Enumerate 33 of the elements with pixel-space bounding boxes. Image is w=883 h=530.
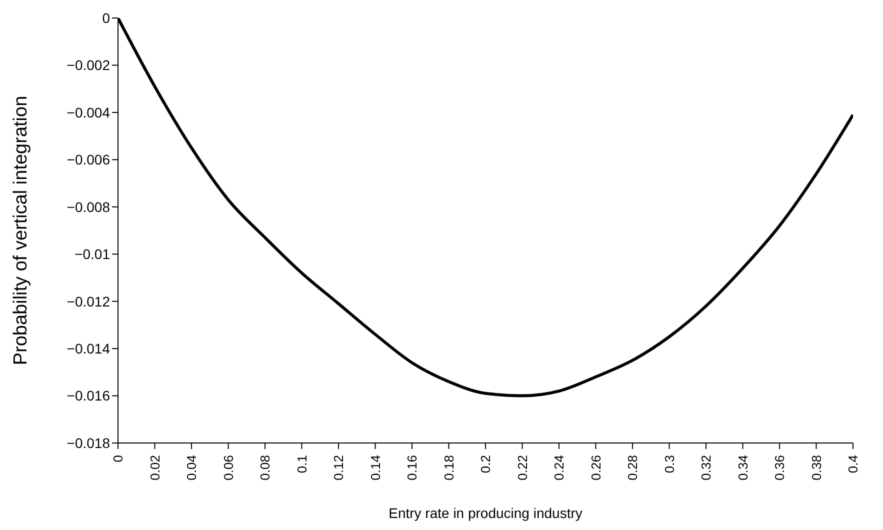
y-tick-label: −0.012 [66,293,110,310]
x-tick-label: 0.2 [478,455,493,474]
x-tick-label: 0.34 [735,455,750,480]
y-tick-label: −0.01 [74,246,110,262]
x-tick-label: 0.28 [625,455,640,480]
y-axis-title: Probability of vertical integration [10,96,32,366]
x-tick-label: 0.1 [294,455,310,474]
x-tick-label: 0.16 [404,455,420,480]
x-tick-label: 0.38 [808,455,824,480]
x-tick-label: 0.04 [184,455,199,480]
x-tick-label: 0.12 [331,455,346,480]
x-tick-label: 0.32 [698,455,714,480]
x-axis-title: Entry rate in producing industry [388,505,582,521]
x-tick-label: 0.3 [662,455,677,474]
x-tick-label: 0.14 [368,455,383,480]
y-tick-label: −0.004 [66,104,110,120]
y-tick-label: 0 [102,10,110,26]
x-tick-label: 0.08 [258,455,272,480]
x-tick-label: 0.02 [147,455,162,480]
y-tick-label: −0.018 [66,434,110,451]
x-tick-label: 0.26 [588,455,604,480]
x-tick-label: 0 [110,455,126,462]
x-tick-label: 0.24 [552,455,566,480]
y-tick-label: −0.002 [66,57,110,74]
x-tick-label: 0.06 [220,455,236,480]
x-tick-label: 0.36 [772,455,787,480]
x-tick-label: 0.22 [514,455,530,480]
y-tick-label: −0.006 [66,152,110,168]
x-tick-label: 0.18 [441,455,456,480]
y-tick-label: −0.008 [66,198,110,215]
y-tick-label: −0.016 [66,388,110,404]
y-tick-label: −0.014 [66,340,110,357]
x-tick-label: 0.4 [846,455,860,474]
